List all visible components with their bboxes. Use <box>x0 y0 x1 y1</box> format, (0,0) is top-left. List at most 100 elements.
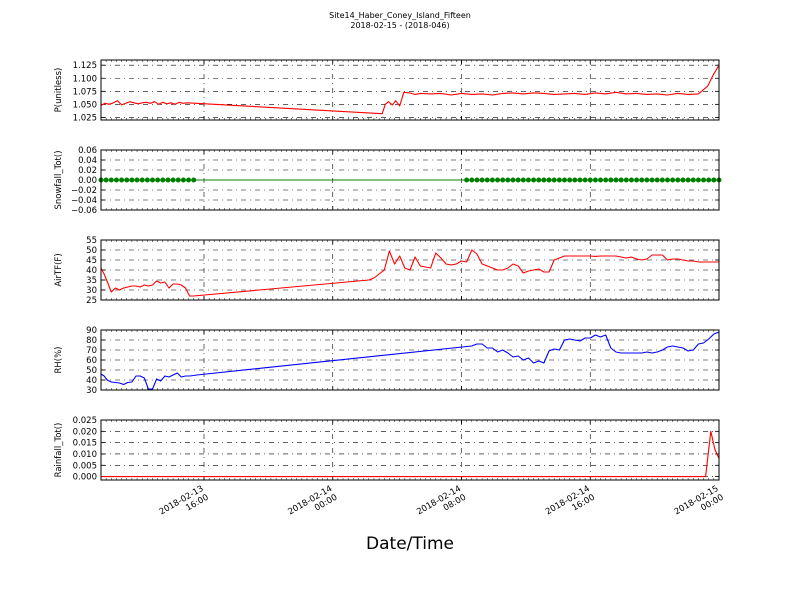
panel-1: 1.025 1.050 1.075 1.100 1.125 P(unitless) <box>54 59 720 123</box>
data-point <box>536 177 542 183</box>
x-tick-label: 2018-02-1400:00 <box>286 484 339 526</box>
data-point <box>155 177 161 183</box>
data-point <box>103 177 109 183</box>
data-point <box>582 177 588 183</box>
plot-frame <box>100 59 720 121</box>
y-axis-label: P(unitless) <box>54 68 64 113</box>
y-tick-label: 90 <box>86 326 97 336</box>
series-line <box>100 249 719 297</box>
data-point <box>500 177 506 183</box>
series-line <box>100 331 720 390</box>
y-axis-label: RH(%) <box>54 346 64 373</box>
data-point <box>474 177 480 183</box>
data-point <box>531 177 537 183</box>
data-point <box>577 177 583 183</box>
panel-2: −0.06−0.04−0.020.000.020.040.06 Snowfall_… <box>54 146 722 216</box>
data-point <box>598 177 604 183</box>
data-point <box>505 177 511 183</box>
data-point <box>144 177 150 183</box>
data-point <box>124 177 130 183</box>
data-point <box>639 177 645 183</box>
y-tick-label: 0.06 <box>78 146 97 156</box>
data-point <box>603 177 609 183</box>
data-point <box>675 177 681 183</box>
y-tick-label: 50 <box>86 366 97 376</box>
data-point <box>489 177 495 183</box>
data-point <box>180 177 186 183</box>
plot-frame <box>100 239 720 301</box>
data-point <box>618 177 624 183</box>
y-axis-label: Snowfall_Tot() <box>54 150 64 209</box>
x-tick-label: 2018-02-1416:00 <box>544 484 597 526</box>
plot-frame <box>100 419 720 481</box>
data-point <box>654 177 660 183</box>
x-tick-label: 2018-02-1500:00 <box>673 484 726 526</box>
x-tick-label: 2018-02-1316:00 <box>158 484 211 526</box>
data-point <box>623 177 629 183</box>
y-tick-label: 25 <box>86 296 97 306</box>
y-tick-label: 60 <box>86 356 97 366</box>
y-tick-label: 30 <box>86 286 97 296</box>
data-point <box>546 177 552 183</box>
y-tick-label: 0.025 <box>73 416 97 426</box>
data-point <box>680 177 686 183</box>
data-point <box>464 177 470 183</box>
y-tick-label: 0.000 <box>73 473 97 483</box>
data-point <box>510 177 516 183</box>
data-point <box>659 177 665 183</box>
chart-subtitle: 2018-02-15 - (2018-046) <box>350 21 450 30</box>
y-tick-label: 1.025 <box>73 113 97 123</box>
y-tick-label: 0.04 <box>78 156 97 166</box>
y-tick-label: −0.06 <box>71 206 97 216</box>
data-point <box>551 177 557 183</box>
data-point <box>613 177 619 183</box>
data-point <box>572 177 578 183</box>
data-point <box>175 177 181 183</box>
data-point <box>139 177 145 183</box>
data-point <box>186 177 192 183</box>
data-point <box>690 177 696 183</box>
y-tick-label: −0.02 <box>71 186 97 196</box>
y-tick-label: 55 <box>86 236 97 246</box>
y-tick-label: 0.00 <box>78 176 97 186</box>
data-point <box>587 177 593 183</box>
y-tick-label: 45 <box>86 256 97 266</box>
y-tick-label: 80 <box>86 336 97 346</box>
data-point <box>484 177 490 183</box>
data-point <box>706 177 712 183</box>
x-axis-label: Date/Time <box>366 534 454 554</box>
y-tick-label: 0.005 <box>73 461 97 471</box>
data-point <box>150 177 155 183</box>
data-point <box>711 177 717 183</box>
data-point <box>556 177 562 183</box>
data-point <box>685 177 691 183</box>
chart-title: Site14_Haber_Coney_Island_Fifteen <box>329 11 471 20</box>
data-point <box>515 177 521 183</box>
data-point <box>670 177 676 183</box>
data-point <box>644 177 650 183</box>
data-point <box>191 177 197 183</box>
data-point <box>608 177 614 183</box>
plot-frame <box>100 149 720 211</box>
y-tick-label: 0.02 <box>78 166 97 176</box>
y-axis-label: AirTF(F) <box>54 253 64 286</box>
data-point <box>469 177 475 183</box>
y-tick-label: 40 <box>86 266 97 276</box>
data-point <box>134 177 140 183</box>
data-point <box>113 177 119 183</box>
y-tick-label: 1.100 <box>73 74 97 84</box>
plot-frame <box>100 329 720 391</box>
y-tick-label: 0.015 <box>73 439 97 449</box>
y-tick-label: 35 <box>86 276 97 286</box>
data-point <box>592 177 598 183</box>
data-point <box>479 177 485 183</box>
data-point <box>170 177 176 183</box>
series-line <box>100 64 720 115</box>
data-point <box>541 177 547 183</box>
y-tick-label: 1.125 <box>73 61 97 71</box>
y-tick-label: 1.075 <box>73 87 97 97</box>
